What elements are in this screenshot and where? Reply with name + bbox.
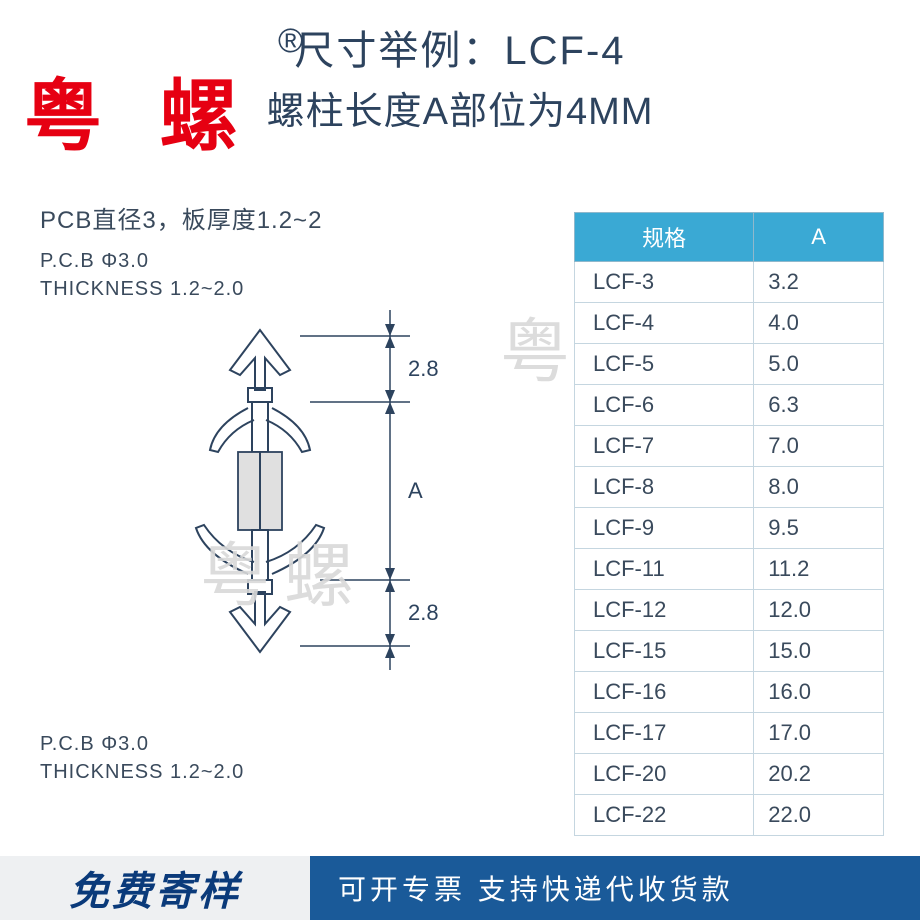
cell-a: 7.0 — [754, 426, 884, 467]
table-row: LCF-1212.0 — [575, 590, 884, 631]
table-row: LCF-99.5 — [575, 508, 884, 549]
table-row: LCF-44.0 — [575, 303, 884, 344]
cell-a: 16.0 — [754, 672, 884, 713]
table-row: LCF-33.2 — [575, 262, 884, 303]
watermark-grey-2: 粤螺 — [200, 520, 368, 621]
dim-top-label: 2.8 — [408, 356, 439, 381]
table-row: LCF-1111.2 — [575, 549, 884, 590]
cell-a: 22.0 — [754, 795, 884, 836]
cell-spec: LCF-11 — [575, 549, 754, 590]
pcb-bottom-block: P.C.B Φ3.0 THICKNESS 1.2~2.0 — [40, 730, 244, 786]
table-row: LCF-2222.0 — [575, 795, 884, 836]
content-area: PCB直径3，板厚度1.2~2 P.C.B Φ3.0 THICKNESS 1.2… — [0, 200, 920, 860]
pcb-title: PCB直径3，板厚度1.2~2 — [40, 200, 510, 235]
cell-spec: LCF-20 — [575, 754, 754, 795]
table-row: LCF-77.0 — [575, 426, 884, 467]
cell-spec: LCF-12 — [575, 590, 754, 631]
footer-left: 免费寄样 — [0, 856, 310, 920]
cell-a: 17.0 — [754, 713, 884, 754]
cell-spec: LCF-9 — [575, 508, 754, 549]
cell-spec: LCF-22 — [575, 795, 754, 836]
cell-a: 6.3 — [754, 385, 884, 426]
cell-spec: LCF-7 — [575, 426, 754, 467]
cell-a: 15.0 — [754, 631, 884, 672]
cell-a: 20.2 — [754, 754, 884, 795]
table-row: LCF-88.0 — [575, 467, 884, 508]
registered-mark: ® — [278, 22, 303, 61]
spec-table: 规格 A LCF-33.2LCF-44.0LCF-55.0LCF-66.3LCF… — [574, 212, 884, 836]
cell-a: 4.0 — [754, 303, 884, 344]
cell-a: 9.5 — [754, 508, 884, 549]
table-row: LCF-1616.0 — [575, 672, 884, 713]
cell-spec: LCF-5 — [575, 344, 754, 385]
cell-a: 3.2 — [754, 262, 884, 303]
table-row: LCF-66.3 — [575, 385, 884, 426]
pcb-bot-line2: THICKNESS 1.2~2.0 — [40, 758, 244, 786]
footer: 免费寄样 可开专票 支持快递代收货款 — [0, 856, 920, 920]
pcb-bot-line1: P.C.B Φ3.0 — [40, 730, 244, 758]
pcb-top-line1: P.C.B Φ3.0 — [40, 247, 510, 275]
dim-bot-label: 2.8 — [408, 600, 439, 625]
cell-a: 12.0 — [754, 590, 884, 631]
table-row: LCF-1717.0 — [575, 713, 884, 754]
table-row: LCF-2020.2 — [575, 754, 884, 795]
spec-tbody: LCF-33.2LCF-44.0LCF-55.0LCF-66.3LCF-77.0… — [575, 262, 884, 836]
cell-spec: LCF-4 — [575, 303, 754, 344]
footer-right: 可开专票 支持快递代收货款 — [310, 856, 920, 920]
watermark-red: 粤 螺 — [24, 54, 256, 166]
th-a: A — [754, 213, 884, 262]
th-spec: 规格 — [575, 213, 754, 262]
cell-spec: LCF-6 — [575, 385, 754, 426]
table-row: LCF-1515.0 — [575, 631, 884, 672]
cell-a: 8.0 — [754, 467, 884, 508]
cell-spec: LCF-3 — [575, 262, 754, 303]
diagram-area: PCB直径3，板厚度1.2~2 P.C.B Φ3.0 THICKNESS 1.2… — [40, 200, 510, 303]
table-row: LCF-55.0 — [575, 344, 884, 385]
cell-a: 11.2 — [754, 549, 884, 590]
cell-spec: LCF-8 — [575, 467, 754, 508]
cell-spec: LCF-17 — [575, 713, 754, 754]
cell-spec: LCF-16 — [575, 672, 754, 713]
dim-mid-label: A — [408, 478, 423, 503]
cell-spec: LCF-15 — [575, 631, 754, 672]
cell-a: 5.0 — [754, 344, 884, 385]
